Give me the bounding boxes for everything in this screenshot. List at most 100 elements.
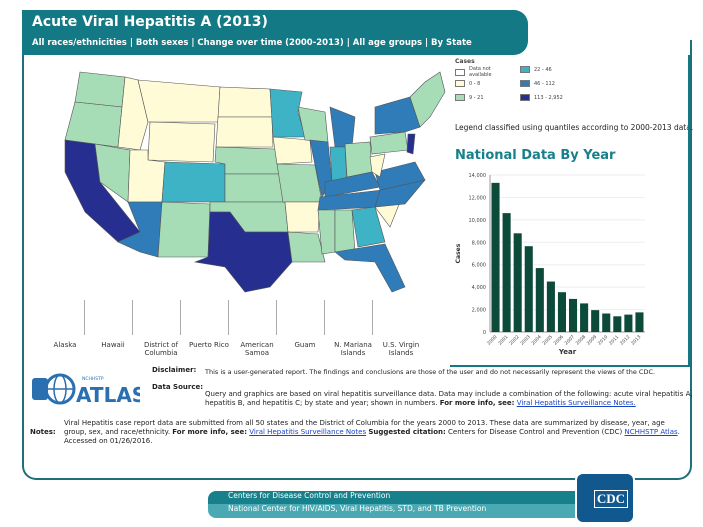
x-tick-label: 2006 <box>553 334 565 346</box>
dc-map[interactable] <box>141 300 181 335</box>
legend-item: 9 - 21 <box>455 94 509 101</box>
citation-text: Centers for Disease Control and Preventi… <box>448 428 623 436</box>
logo-small-text: NCHHSTP <box>82 376 104 382</box>
territory-label: American Samoa <box>240 341 274 357</box>
state-tx <box>193 211 293 293</box>
report-filters: All races/ethnicities | Both sexes | Cha… <box>32 38 472 48</box>
footer-line-1: Centers for Disease Control and Preventi… <box>208 491 608 504</box>
territory-label: Hawaii <box>101 341 125 349</box>
report-header: Acute Viral Hepatitis A (2013) All races… <box>22 10 528 55</box>
alaska-map[interactable] <box>45 300 85 335</box>
page-title: Acute Viral Hepatitis A (2013) <box>32 14 268 30</box>
disclaimer-label: Disclaimer: <box>152 366 197 374</box>
american-samoa-map[interactable] <box>237 300 277 335</box>
state-ny <box>374 96 421 135</box>
chart-title: National Data By Year <box>455 148 616 163</box>
hawaii-map[interactable] <box>93 300 133 335</box>
state-ga <box>351 206 386 248</box>
surveillance-notes-link[interactable]: Viral Hepatitis Surveillance Notes <box>249 428 367 436</box>
footer-line-2: National Center for HIV/AIDS, Viral Hepa… <box>208 504 608 518</box>
legend-swatch <box>455 68 465 76</box>
legend-label: 46 - 112 <box>534 80 555 87</box>
x-tick-label: 2010 <box>597 334 609 346</box>
legend-label: 9 - 21 <box>469 94 484 101</box>
state-wy <box>147 121 216 163</box>
legend-swatch <box>520 94 530 101</box>
bar-2009 <box>591 310 600 332</box>
atlas-logo: NCHHSTP ATLAS <box>30 372 146 407</box>
bar-2003 <box>524 246 533 332</box>
state-va <box>374 161 426 191</box>
y-tick-label: 4,000 <box>472 285 486 291</box>
legend-title: Cases <box>455 58 475 65</box>
legend-item: Data not available <box>455 66 509 78</box>
legend-swatch <box>455 94 465 101</box>
state-nd <box>217 86 273 118</box>
territory-label: Guam <box>294 341 316 349</box>
accessed-date: . Accessed on 01/26/2016. <box>64 428 680 445</box>
more-info-label: For more info, see: <box>172 428 248 436</box>
virgin-islands-map[interactable] <box>381 300 421 335</box>
state-oh <box>344 141 373 178</box>
legend-label: 0 - 8 <box>469 80 481 87</box>
y-tick-label: 8,000 <box>472 240 486 246</box>
state-co <box>161 161 226 203</box>
data-source-body: Query and graphics are based on viral he… <box>205 390 693 407</box>
x-tick-label: 2000 <box>486 334 498 346</box>
page-frame <box>22 40 692 480</box>
state-wa <box>74 71 126 108</box>
bar-2011 <box>613 316 622 332</box>
state-al <box>334 209 356 253</box>
bar-2000 <box>491 182 500 332</box>
citation-label: Suggested citation: <box>368 428 446 436</box>
state-pa <box>369 131 409 155</box>
y-tick-label: 12,000 <box>469 195 487 201</box>
disclaimer-text: This is a user-generated report. The fin… <box>205 368 656 376</box>
bar-2006 <box>557 292 566 332</box>
bar-2012 <box>624 314 633 332</box>
divider <box>688 55 690 365</box>
legend-swatch <box>520 80 530 87</box>
y-tick-label: 14,000 <box>469 173 487 179</box>
cdc-logo-text: CDC <box>593 490 628 508</box>
us-state-map[interactable] <box>30 62 450 297</box>
territory-label: Puerto Rico <box>189 341 229 349</box>
state-mi <box>329 106 356 148</box>
bar-2007 <box>569 298 578 332</box>
x-tick-label: 2005 <box>541 334 553 346</box>
y-tick-label: 6,000 <box>472 263 486 269</box>
cdc-logo: CDC <box>575 472 635 524</box>
x-tick-label: 2007 <box>564 334 576 346</box>
state-or <box>64 101 123 148</box>
x-tick-label: 2008 <box>575 334 587 346</box>
puerto-rico-map[interactable] <box>189 300 229 335</box>
notes-body: Viral Hepatitis case report data are sub… <box>64 419 665 436</box>
legend-item: 46 - 112 <box>520 80 574 87</box>
state-sd <box>215 116 274 148</box>
bar-2008 <box>580 303 589 332</box>
territory-label: District of Columbia <box>143 341 179 357</box>
guam-map[interactable] <box>285 300 325 335</box>
logo-text: ATLAS <box>76 383 140 406</box>
more-info-label: For more info, see: <box>439 399 515 407</box>
map-legend: Cases Data not available 0 - 8 9 - 21 22 - … <box>455 58 685 101</box>
data-source-label: Data Source: <box>152 383 204 391</box>
divider <box>450 365 690 367</box>
footer-banner: Centers for Disease Control and Preventi… <box>208 491 608 519</box>
y-axis-title: Cases <box>455 243 462 263</box>
surveillance-notes-link[interactable]: Viral Hepatitis Surveillance Notes. <box>516 399 636 407</box>
x-axis-title: Year <box>558 348 577 356</box>
data-source-text: Query and graphics are based on viral he… <box>205 390 695 408</box>
x-tick-label: 2011 <box>608 334 620 346</box>
n-mariana-map[interactable] <box>333 300 373 335</box>
state-ks <box>224 173 284 203</box>
territory-label: Alaska <box>53 341 77 349</box>
bar-2010 <box>602 313 611 332</box>
state-ne <box>214 146 281 175</box>
x-tick-label: 2012 <box>619 334 631 346</box>
bar-2002 <box>513 233 522 332</box>
notes-label: Notes: <box>30 428 56 436</box>
legend-swatch <box>520 66 530 73</box>
nchhstp-atlas-link[interactable]: NCHHSTP Atlas <box>624 428 678 436</box>
x-tick-label: 2001 <box>497 334 509 346</box>
